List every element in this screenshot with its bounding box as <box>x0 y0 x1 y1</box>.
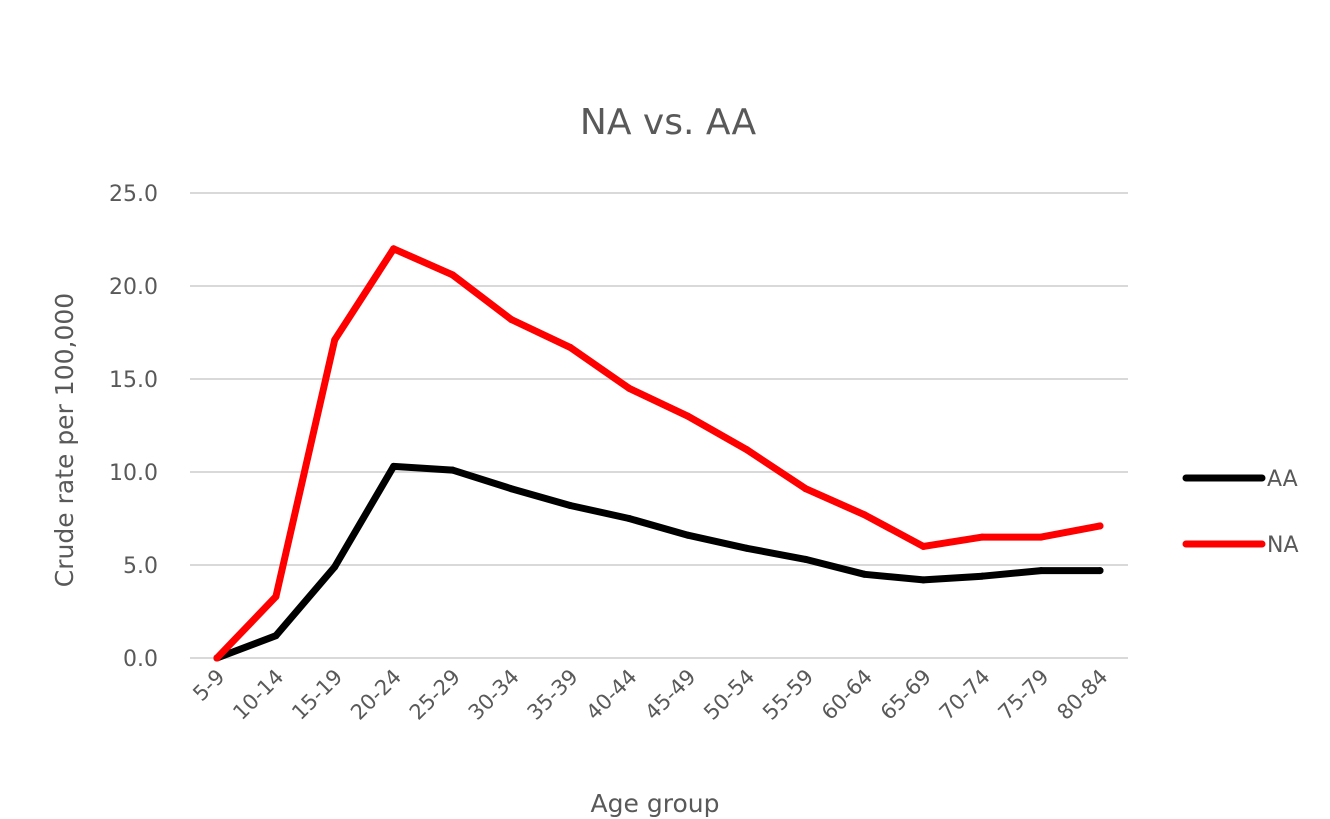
x-tick-label: 50-54 <box>699 665 759 725</box>
data-point <box>1037 533 1045 541</box>
x-tick-label: 75-79 <box>994 665 1054 725</box>
x-tick-label: 5-9 <box>188 665 229 706</box>
legend: AA NA <box>1182 467 1299 558</box>
data-point <box>978 572 986 580</box>
legend-label: AA <box>1267 467 1298 492</box>
y-tick-label: 15.0 <box>109 368 158 393</box>
x-tick-label: 20-24 <box>346 665 406 725</box>
y-tick-label: 0.0 <box>123 647 158 672</box>
data-point <box>507 485 515 493</box>
y-axis-title: Crude rate per 100,000 <box>50 293 79 587</box>
data-point <box>802 555 810 563</box>
data-point <box>919 576 927 584</box>
x-tick-label: 55-59 <box>758 665 818 725</box>
data-point <box>861 511 869 519</box>
gridlines <box>190 192 1128 659</box>
data-point <box>272 632 280 640</box>
data-point <box>625 384 633 392</box>
series-line-na <box>213 245 1104 662</box>
x-axis-title: Age group <box>591 789 720 818</box>
data-point <box>507 315 515 323</box>
y-tick-label: 25.0 <box>109 182 158 207</box>
data-point <box>448 466 456 474</box>
series-lines <box>213 245 1104 662</box>
data-point <box>1037 567 1045 575</box>
x-tick-label: 35-39 <box>523 665 583 725</box>
x-tick-label: 60-64 <box>817 665 877 725</box>
data-point <box>743 446 751 454</box>
x-tick-label: 80-84 <box>1052 665 1112 725</box>
x-tick-label: 45-49 <box>640 665 700 725</box>
x-tick-label: 30-34 <box>464 665 524 725</box>
data-point <box>684 531 692 539</box>
legend-label: NA <box>1267 533 1299 558</box>
data-point <box>390 462 398 470</box>
x-tick-label: 70-74 <box>935 665 995 725</box>
data-point <box>331 336 339 344</box>
data-point <box>331 563 339 571</box>
series-aa <box>213 462 1104 662</box>
x-tick-label: 40-44 <box>581 665 641 725</box>
data-point <box>566 501 574 509</box>
series-line-aa <box>213 462 1104 662</box>
x-tick-label: 10-14 <box>228 665 288 725</box>
chart-title: NA vs. AA <box>580 102 757 143</box>
data-point <box>684 412 692 420</box>
data-point <box>272 593 280 601</box>
data-point <box>448 271 456 279</box>
y-tick-label: 20.0 <box>109 275 158 300</box>
data-point <box>743 544 751 552</box>
x-axis-ticks: 5-910-1415-1920-2425-2930-3435-3940-4445… <box>188 665 1112 725</box>
data-point <box>978 533 986 541</box>
data-point <box>802 485 810 493</box>
series-na <box>213 245 1104 662</box>
y-tick-label: 10.0 <box>109 461 158 486</box>
data-point <box>1096 567 1104 575</box>
x-tick-label: 15-19 <box>287 665 347 725</box>
data-point <box>861 570 869 578</box>
y-axis-ticks: 0.0 5.0 10.0 15.0 20.0 25.0 <box>109 182 158 672</box>
data-point <box>390 245 398 253</box>
x-tick-label: 65-69 <box>876 665 936 725</box>
data-point <box>625 515 633 522</box>
data-point <box>213 654 221 662</box>
y-tick-label: 5.0 <box>123 554 158 579</box>
data-point <box>566 343 574 351</box>
x-tick-label: 25-29 <box>405 665 465 725</box>
legend-item-na: NA <box>1182 533 1299 558</box>
data-point <box>1096 522 1104 530</box>
legend-item-aa: AA <box>1182 467 1298 492</box>
data-point <box>919 542 927 550</box>
